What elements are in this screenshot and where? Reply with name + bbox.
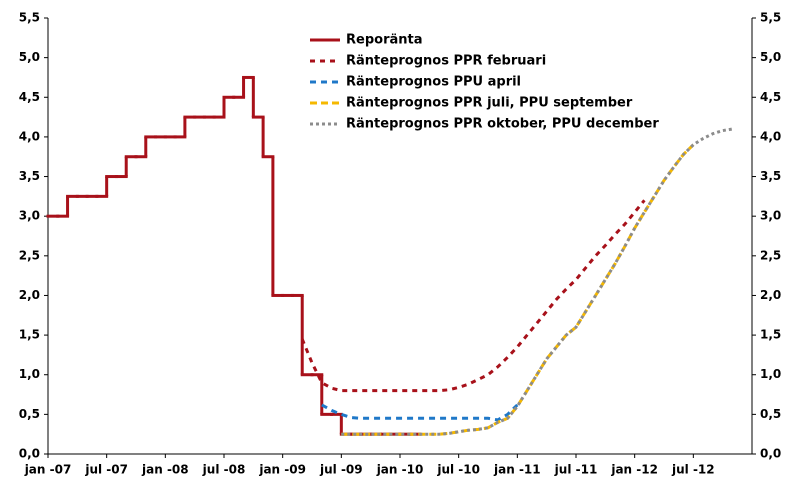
- x-tick-label: jan -10: [376, 463, 424, 477]
- y2-tick-label: 3,5: [760, 169, 781, 183]
- y2-tick-label: 4,0: [760, 129, 781, 143]
- y2-tick-label: 3,0: [760, 209, 781, 223]
- x-tick-label: jul -08: [202, 463, 246, 477]
- y-tick-label: 1,0: [19, 367, 40, 381]
- x-tick-label: jul -10: [436, 463, 480, 477]
- forecast-line: [321, 403, 519, 422]
- legend-label: Ränteprognos PPR juli, PPU september: [346, 96, 633, 111]
- y2-tick-label: 1,0: [760, 367, 781, 381]
- legend-label: Ränteprognos PPR oktober, PPU december: [346, 117, 659, 132]
- y-tick-label: 5,5: [19, 11, 40, 25]
- y-tick-label: 2,0: [19, 288, 40, 302]
- y2-tick-label: 0,0: [760, 447, 781, 461]
- x-tick-label: jan -07: [24, 463, 72, 477]
- forecast-line: [300, 199, 646, 393]
- legend-label: Ränteprognos PPU april: [346, 75, 521, 90]
- x-tick-label: jan -11: [493, 463, 541, 477]
- x-tick-label: jan -09: [258, 463, 306, 477]
- x-tick-label: jul -07: [84, 463, 128, 477]
- y-tick-label: 0,5: [19, 407, 40, 421]
- y-tick-label: 4,0: [19, 129, 40, 143]
- y-tick-label: 1,5: [19, 328, 40, 342]
- y-tick-label: 0,0: [19, 447, 40, 461]
- x-tick-label: jan -08: [141, 463, 189, 477]
- x-tick-label: jul -11: [554, 463, 598, 477]
- x-tick-label: jul -12: [671, 463, 715, 477]
- x-tick-label: jan -12: [610, 463, 658, 477]
- y2-tick-label: 4,5: [760, 90, 781, 104]
- y-tick-label: 5,0: [19, 50, 40, 64]
- x-tick-label: jul -09: [319, 463, 363, 477]
- y2-tick-label: 2,5: [760, 248, 781, 262]
- y-tick-label: 2,5: [19, 248, 40, 262]
- y2-tick-label: 5,0: [760, 50, 781, 64]
- y-tick-label: 3,5: [19, 169, 40, 183]
- y2-tick-label: 1,5: [760, 328, 781, 342]
- y-tick-label: 3,0: [19, 209, 40, 223]
- forecast-line: [341, 127, 733, 436]
- y2-tick-label: 2,0: [760, 288, 781, 302]
- legend-label: Ränteprognos PPR februari: [346, 54, 546, 69]
- y2-tick-label: 5,5: [760, 11, 781, 25]
- y-tick-label: 4,5: [19, 90, 40, 104]
- y2-tick-label: 0,5: [760, 407, 781, 421]
- legend-label: Reporänta: [346, 33, 423, 48]
